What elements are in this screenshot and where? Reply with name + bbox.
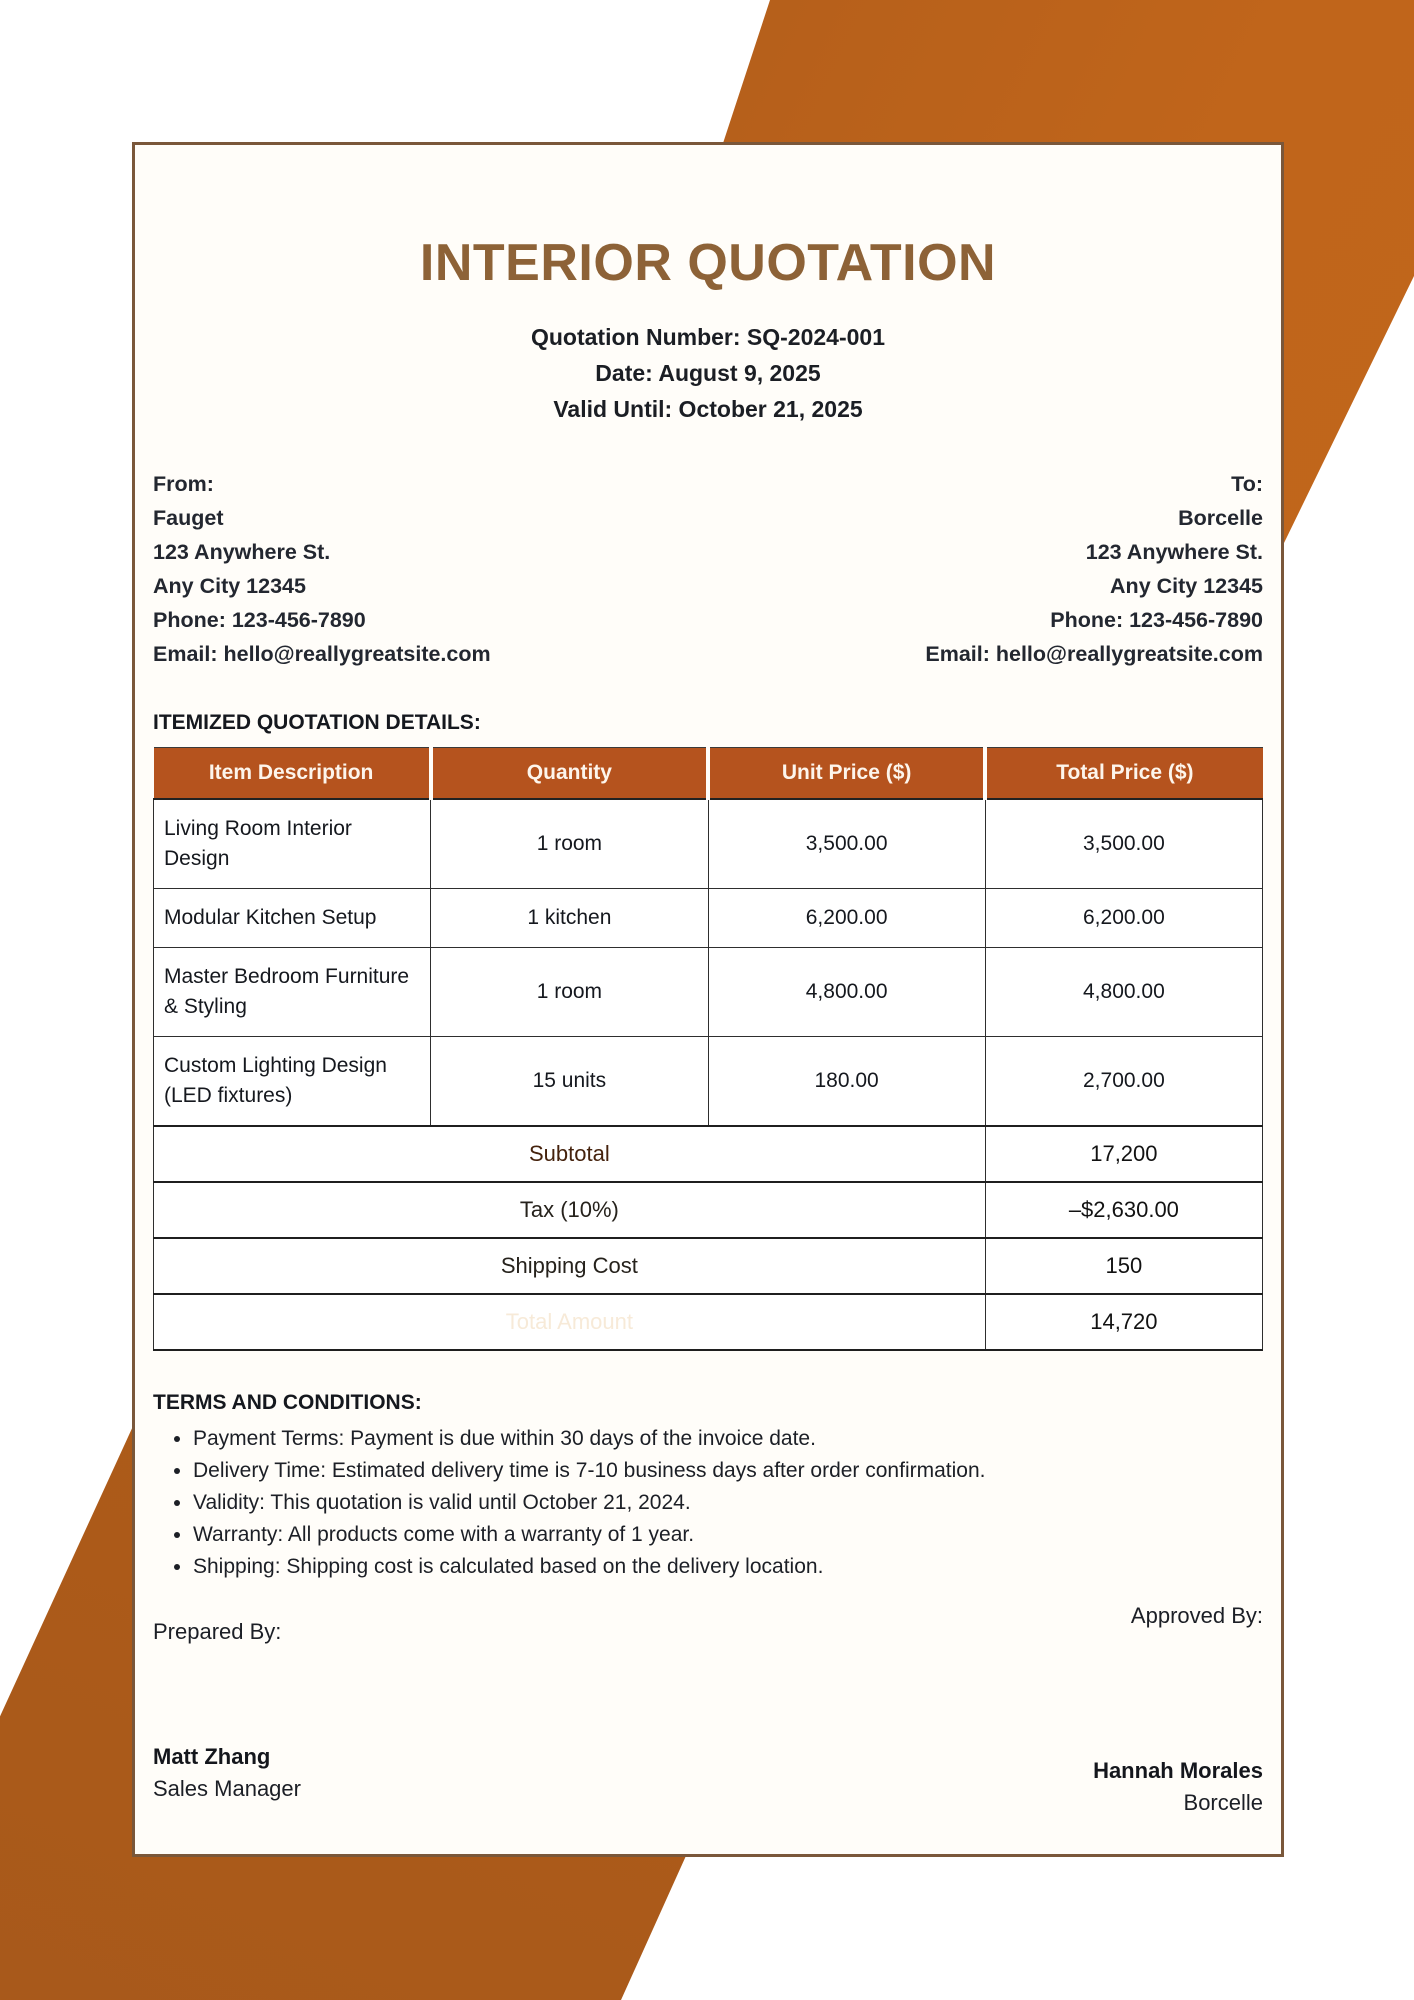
to-city: Any City 12345: [1110, 574, 1263, 598]
tax-label: Tax (10%): [153, 1181, 986, 1239]
from-block: From: Fauget 123 Anywhere St. Any City 1…: [153, 467, 491, 671]
terms-item: Payment Terms: Payment is due within 30 …: [193, 1423, 1263, 1455]
quotation-page: INTERIOR QUOTATION Quotation Number: SQ-…: [132, 142, 1284, 1857]
terms-heading: TERMS AND CONDITIONS:: [153, 1391, 422, 1414]
to-label: To:: [1231, 472, 1263, 496]
approved-by-company: Borcelle: [1183, 1790, 1263, 1815]
table-row: Living Room Interior Design 1 room 3,500…: [152, 798, 1264, 889]
prepared-by-block: Matt Zhang Sales Manager: [153, 1741, 301, 1819]
subtotal-value: 17,200: [984, 1125, 1264, 1183]
item-description: Custom Lighting Design (LED fixtures): [152, 1036, 432, 1127]
item-quantity: 1 kitchen: [430, 888, 709, 948]
signature-names: Matt Zhang Sales Manager Hannah Morales …: [153, 1741, 1263, 1819]
total-amount-label: Total Amount: [153, 1293, 986, 1351]
prepared-by-name: Matt Zhang: [153, 1744, 271, 1769]
items-table: Item Description Quantity Unit Price ($)…: [152, 747, 1264, 1351]
shipping-row: Shipping Cost 150: [153, 1237, 1264, 1295]
terms-item: Validity: This quotation is valid until …: [193, 1487, 1263, 1519]
terms-item: Warranty: All products come with a warra…: [193, 1519, 1263, 1551]
item-unit-price: 4,800.00: [707, 947, 986, 1037]
prepared-by-role: Sales Manager: [153, 1776, 301, 1801]
terms-item: Delivery Time: Estimated delivery time i…: [193, 1455, 1263, 1487]
quotation-meta: Quotation Number: SQ-2024-001 Date: Augu…: [153, 319, 1263, 427]
header-unit-price: Unit Price ($): [705, 747, 988, 800]
item-total-price: 2,700.00: [984, 1036, 1264, 1127]
to-email: Email: hello@reallygreatsite.com: [925, 642, 1263, 666]
header-item-description: Item Description: [153, 747, 433, 800]
table-row: Custom Lighting Design (LED fixtures) 15…: [152, 1036, 1264, 1127]
quotation-date: Date: August 9, 2025: [595, 360, 821, 386]
table-row: Master Bedroom Furniture & Styling 1 roo…: [152, 947, 1264, 1037]
terms-item: Shipping: Shipping cost is calculated ba…: [193, 1551, 1263, 1583]
table-header-row: Item Description Quantity Unit Price ($)…: [153, 747, 1263, 800]
prepared-by-label: Prepared By:: [153, 1619, 282, 1644]
itemized-details-heading: ITEMIZED QUOTATION DETAILS:: [153, 711, 481, 734]
from-company: Fauget: [153, 506, 224, 530]
approved-by-name: Hannah Morales: [1093, 1758, 1263, 1783]
quotation-number: Quotation Number: SQ-2024-001: [530, 324, 886, 350]
item-description: Modular Kitchen Setup: [152, 888, 432, 948]
subtotal-row: Subtotal 17,200: [153, 1125, 1264, 1183]
total-amount-value: 14,720: [984, 1293, 1264, 1351]
from-phone: Phone: 123-456-7890: [153, 608, 366, 632]
to-phone: Phone: 123-456-7890: [1050, 608, 1263, 632]
quotation-valid-until: Valid Until: October 21, 2025: [553, 396, 863, 422]
page-title: INTERIOR QUOTATION: [419, 234, 997, 292]
approved-by-block: Hannah Morales Borcelle: [1093, 1755, 1263, 1819]
signature-labels: Prepared By: Approved By:: [153, 1603, 1263, 1645]
item-unit-price: 6,200.00: [707, 888, 986, 948]
item-total-price: 4,800.00: [984, 947, 1264, 1037]
from-label: From:: [153, 472, 214, 496]
table-row: Modular Kitchen Setup 1 kitchen 6,200.00…: [152, 888, 1264, 948]
item-unit-price: 180.00: [707, 1036, 986, 1127]
tax-value: –$2,630.00: [984, 1181, 1264, 1239]
header-total-price: Total Price ($): [983, 747, 1263, 800]
shipping-value: 150: [984, 1237, 1264, 1295]
item-total-price: 3,500.00: [984, 798, 1264, 889]
from-street: 123 Anywhere St.: [153, 540, 331, 564]
to-block: To: Borcelle 123 Anywhere St. Any City 1…: [925, 467, 1263, 671]
item-description: Living Room Interior Design: [152, 798, 432, 889]
terms-list: Payment Terms: Payment is due within 30 …: [153, 1423, 1263, 1583]
header-quantity: Quantity: [428, 747, 711, 800]
total-amount-row: Total Amount 14,720: [153, 1293, 1264, 1351]
tax-row: Tax (10%) –$2,630.00: [153, 1181, 1264, 1239]
item-quantity: 1 room: [430, 947, 709, 1037]
from-email: Email: hello@reallygreatsite.com: [153, 642, 491, 666]
item-description: Master Bedroom Furniture & Styling: [152, 947, 432, 1037]
address-blocks: From: Fauget 123 Anywhere St. Any City 1…: [153, 467, 1263, 671]
to-company: Borcelle: [1178, 506, 1263, 530]
item-total-price: 6,200.00: [984, 888, 1264, 948]
approved-by-label: Approved By:: [1130, 1603, 1263, 1628]
subtotal-label: Subtotal: [153, 1125, 986, 1183]
item-quantity: 15 units: [430, 1036, 709, 1127]
from-city: Any City 12345: [153, 574, 306, 598]
to-street: 123 Anywhere St.: [1085, 540, 1263, 564]
item-unit-price: 3,500.00: [707, 798, 986, 889]
item-quantity: 1 room: [430, 798, 709, 889]
shipping-label: Shipping Cost: [153, 1237, 986, 1295]
